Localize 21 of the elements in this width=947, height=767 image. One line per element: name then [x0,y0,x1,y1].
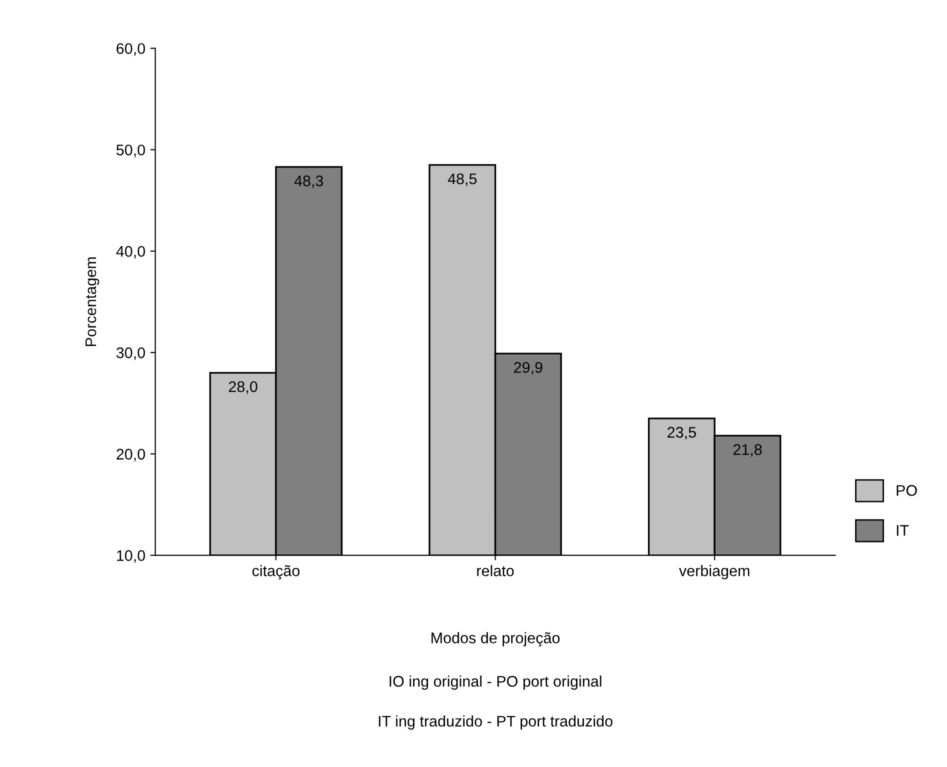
y-tick-label: 60,0 [116,43,145,56]
x-tick-label: citação [252,565,300,580]
data-label: 29,9 [514,362,542,375]
y-tick-label: 10,0 [117,550,145,563]
text: IT ing traduzido - PT port traduzido [378,715,612,730]
y-tick-label: 40,0 [116,246,145,259]
x-axis-title: Modos de projeção [432,632,560,646]
x-tick-label: relato [477,565,514,576]
data-label: 23,5 [668,426,696,440]
data-label: 48,3 [294,175,324,188]
legend-label: IT [896,525,909,536]
data-label: 28,0 [228,381,258,394]
y-tick-label: 20,0 [116,448,145,462]
legend-label: PO [896,485,917,496]
data-label: 48,5 [448,173,477,186]
text: IO ing original - PO port original [390,676,602,690]
x-tick-label: verbiagem [679,565,750,580]
y-tick-label: 30,0 [116,347,145,360]
y-axis-title: Porcentagem [86,257,100,346]
data-label: 21,8 [733,444,762,457]
y-tick-label: 50,0 [116,144,145,158]
